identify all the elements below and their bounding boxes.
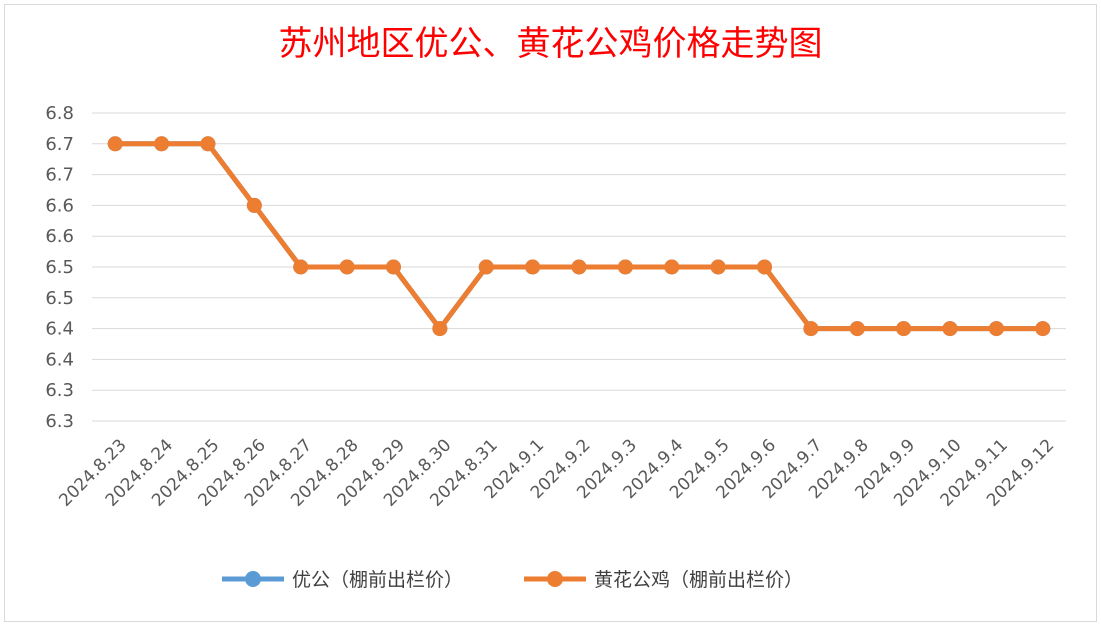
data-point bbox=[246, 197, 262, 213]
data-point bbox=[803, 321, 819, 337]
data-point bbox=[988, 321, 1004, 337]
y-tick-label: 6.3 bbox=[45, 380, 74, 401]
y-tick-label: 6.6 bbox=[45, 226, 74, 247]
x-axis-ticks: 2024.8.232024.8.242024.8.252024.8.262024… bbox=[55, 435, 1058, 510]
data-point bbox=[385, 259, 401, 275]
legend-swatch-marker bbox=[245, 571, 261, 587]
y-tick-label: 6.8 bbox=[45, 103, 74, 124]
data-point bbox=[757, 259, 773, 275]
data-point bbox=[293, 259, 309, 275]
legend-swatch-marker bbox=[547, 571, 563, 587]
y-tick-label: 6.5 bbox=[45, 257, 74, 278]
data-point bbox=[571, 259, 587, 275]
y-tick-label: 6.5 bbox=[45, 288, 74, 309]
data-point bbox=[664, 259, 680, 275]
y-tick-label: 6.7 bbox=[45, 165, 74, 186]
y-axis-ticks: 6.3 6.3 6.4 6.4 6.5 6.5 6.6 6.6 6.7 6.7 6.8 bbox=[45, 103, 74, 432]
y-tick-label: 6.3 bbox=[45, 411, 74, 432]
y-tick-label: 6.4 bbox=[45, 349, 74, 370]
series-lines bbox=[107, 136, 1051, 337]
data-point bbox=[478, 259, 494, 275]
legend: 优公（棚前出栏价） 黄花公鸡（棚前出栏价） bbox=[222, 569, 803, 591]
data-point bbox=[107, 136, 123, 152]
chart-title: 苏州地区优公、黄花公鸡价格走势图 bbox=[278, 24, 823, 64]
legend-label: 优公（棚前出栏价） bbox=[292, 569, 463, 591]
data-point bbox=[525, 259, 541, 275]
data-point bbox=[200, 136, 216, 152]
data-point bbox=[154, 136, 170, 152]
y-tick-label: 6.7 bbox=[45, 134, 74, 155]
data-point bbox=[1035, 321, 1051, 337]
data-point bbox=[617, 259, 633, 275]
data-point bbox=[942, 321, 958, 337]
data-point bbox=[432, 321, 448, 337]
data-point bbox=[849, 321, 865, 337]
data-point bbox=[339, 259, 355, 275]
y-tick-label: 6.4 bbox=[45, 319, 74, 340]
data-point bbox=[896, 321, 912, 337]
data-point bbox=[710, 259, 726, 275]
legend-label: 黄花公鸡（棚前出栏价） bbox=[594, 569, 803, 591]
y-tick-label: 6.6 bbox=[45, 195, 74, 216]
chart-frame bbox=[4, 4, 1097, 622]
